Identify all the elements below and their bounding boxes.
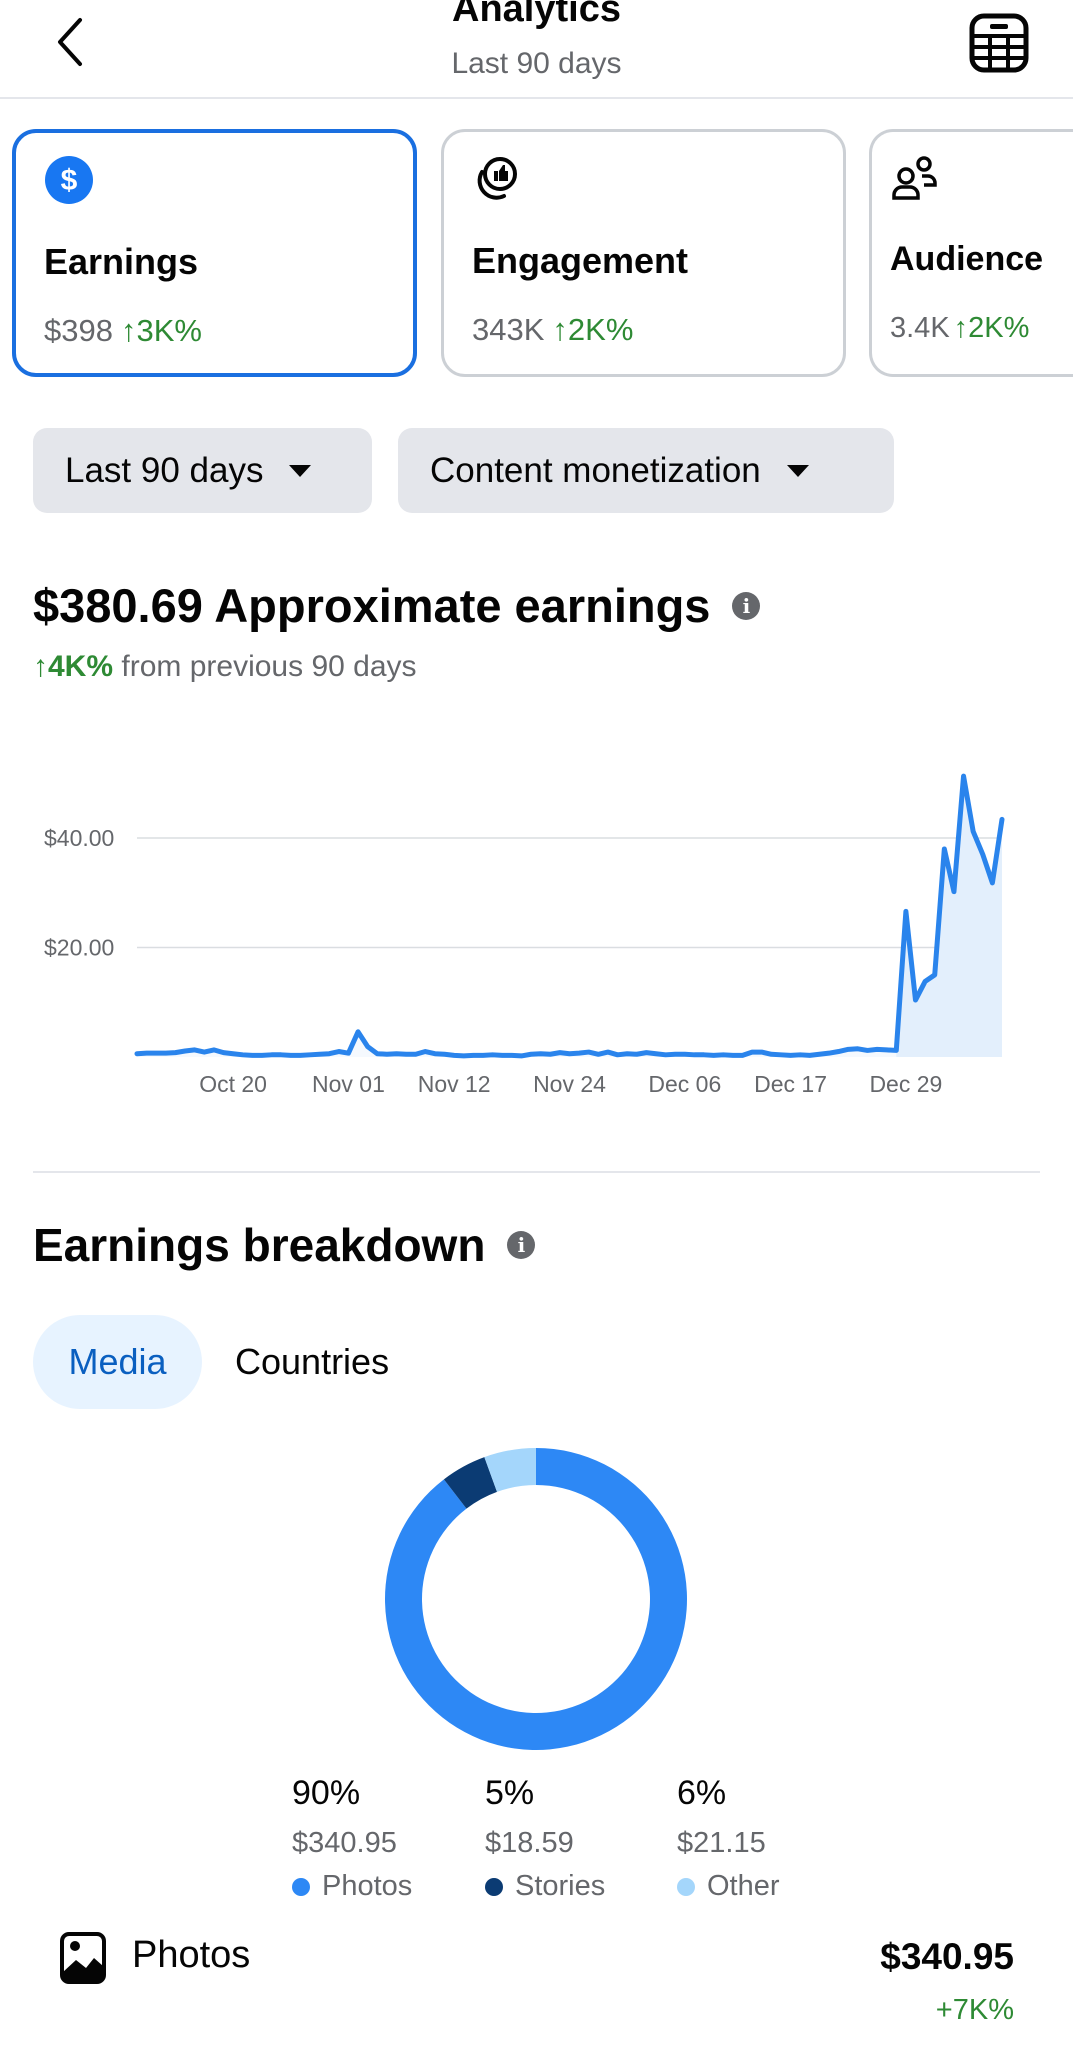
row-amount: $340.95 — [880, 1936, 1014, 1977]
breakdown-row-photos[interactable]: Photos $340.95 +7K% — [0, 1920, 1073, 2048]
legend-amount: $18.59 — [485, 1827, 574, 1859]
card-label: Earnings — [44, 241, 199, 282]
x-tick-label: Dec 06 — [648, 1071, 721, 1097]
change-percent: ↑4K% — [33, 650, 114, 683]
legend-amount: $340.95 — [292, 1827, 397, 1859]
card-change: ↑2K% — [953, 312, 1030, 344]
card-label: Engagement — [472, 240, 689, 281]
legend-percent: 5% — [485, 1774, 535, 1812]
row-change: +7K% — [935, 1994, 1014, 2026]
earnings-line-chart: $20.00 $40.00 Oct 20 Nov 01 Nov 12 Nov 24 Dec … — [44, 773, 1005, 1097]
x-tick-label: Oct 20 — [199, 1071, 267, 1097]
info-icon[interactable]: i — [507, 1231, 536, 1259]
legend-percent: 90% — [292, 1774, 361, 1812]
page-subtitle: Last 90 days — [451, 47, 622, 80]
card-value: 3.4K — [890, 312, 950, 344]
card-earnings[interactable]: $ Earnings $398 ↑3K% — [12, 129, 417, 377]
earnings-summary-heading: $380.69 Approximate earnings i — [33, 578, 761, 633]
card-value: $398 — [44, 313, 113, 348]
people-icon — [892, 156, 937, 200]
area-fill-light — [137, 776, 1002, 1057]
earnings-line — [134, 773, 1005, 1059]
donut-slice-stories — [443, 1457, 498, 1509]
legend-other: 6% $21.15 Other — [677, 1774, 857, 1903]
dollar-circle-icon: $ — [45, 156, 93, 204]
card-engagement[interactable]: Engagement 343K ↑2K% — [441, 129, 846, 377]
card-audience[interactable]: Audience 3.4K ↑2K% — [869, 129, 1073, 377]
content-type-dropdown-label: Content monetization — [430, 450, 761, 490]
legend-dot — [677, 1877, 695, 1896]
x-tick-label: Nov 24 — [533, 1071, 606, 1097]
period-dropdown[interactable]: Last 90 days — [33, 428, 372, 513]
period-dropdown-label: Last 90 days — [65, 450, 264, 490]
earnings-change: ↑4K% from previous 90 days — [33, 650, 417, 684]
approximate-earnings-title: $380.69 Approximate earnings — [33, 579, 711, 632]
calculator-icon — [969, 13, 1029, 73]
donut-slice-other — [484, 1448, 536, 1492]
photo-icon — [60, 1932, 106, 1984]
header-divider — [0, 97, 1073, 99]
info-icon[interactable]: i — [732, 591, 761, 620]
caret-down-icon — [289, 464, 312, 477]
x-tick-label: Nov 01 — [312, 1071, 385, 1097]
legend-photos: 90% $340.95 Photos — [292, 1774, 472, 1903]
tab-media[interactable]: Media — [33, 1315, 202, 1409]
chevron-left-icon — [58, 18, 82, 66]
area-fill — [896, 776, 1002, 1057]
page-title: Analytics — [452, 0, 621, 30]
caret-down-icon — [786, 464, 809, 477]
x-tick-label: Dec 29 — [869, 1071, 942, 1097]
legend-dot — [292, 1877, 310, 1896]
x-tick-label: Nov 12 — [418, 1071, 491, 1097]
card-change: ↑3K% — [120, 313, 202, 348]
x-tick-label: Dec 17 — [754, 1071, 827, 1097]
legend-name: Photos — [322, 1870, 413, 1902]
calculator-button[interactable] — [968, 12, 1030, 74]
row-label: Photos — [132, 1934, 251, 1976]
svg-text:$: $ — [61, 164, 78, 197]
card-value: 343K — [472, 312, 545, 347]
earnings-donut-chart — [385, 1448, 687, 1750]
legend-name: Stories — [515, 1870, 606, 1902]
legend-percent: 6% — [677, 1774, 727, 1812]
legend-name: Other — [707, 1870, 780, 1902]
legend-dot — [485, 1877, 503, 1896]
content-type-dropdown[interactable]: Content monetization — [398, 428, 894, 513]
legend-amount: $21.15 — [677, 1827, 766, 1859]
legend-stories: 5% $18.59 Stories — [485, 1774, 665, 1903]
y-tick-label: $40.00 — [44, 825, 114, 851]
earnings-breakdown-heading: Earnings breakdown i — [33, 1218, 536, 1272]
y-tick-label: $20.00 — [44, 935, 114, 961]
earnings-breakdown-title: Earnings breakdown — [33, 1219, 486, 1271]
card-label: Audience — [890, 240, 1044, 278]
card-change: ↑2K% — [552, 312, 634, 347]
thumbs-up-engagement-icon — [477, 157, 517, 200]
section-divider — [33, 1171, 1040, 1173]
donut-slice-photos — [385, 1448, 687, 1750]
change-text: from previous 90 days — [121, 650, 417, 683]
back-button[interactable] — [50, 14, 94, 70]
tab-countries[interactable]: Countries — [235, 1341, 390, 1382]
